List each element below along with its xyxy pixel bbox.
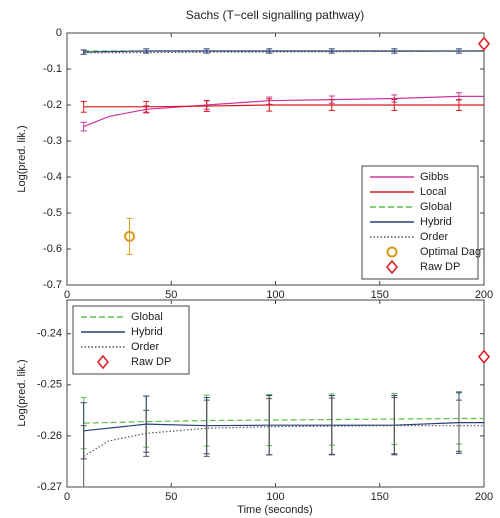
y-tick-label: -0.27 [37, 481, 62, 493]
x-tick-label: 0 [64, 289, 70, 301]
legend-label: Local [420, 186, 446, 198]
legend-label: Optimal Dag [420, 246, 481, 258]
y-tick-label: -0.5 [43, 207, 62, 219]
marker [124, 230, 136, 242]
x-axis-label: Time (seconds) [237, 504, 312, 516]
marker [96, 354, 110, 370]
y-tick-label: 0 [56, 27, 62, 39]
x-tick-label: 200 [475, 491, 493, 503]
x-tick-label: 0 [64, 491, 70, 503]
marker [477, 36, 491, 52]
series-line [83, 422, 484, 432]
y-tick-label: -0.7 [43, 279, 62, 291]
x-tick-label: 100 [266, 289, 284, 301]
legend-label: Global [131, 311, 163, 323]
series-line [83, 425, 484, 457]
legend-label: Hybrid [420, 216, 452, 228]
y-axis-label: Log(pred. lik.) [16, 359, 28, 426]
legend-label: Raw DP [420, 261, 460, 273]
marker [385, 259, 399, 275]
series-line [83, 104, 484, 108]
y-tick-label: -0.6 [43, 243, 62, 255]
x-tick-label: 150 [371, 289, 389, 301]
y-axis-label: Log(pred. lik.) [16, 125, 28, 192]
legend-label: Order [420, 231, 448, 243]
x-tick-label: 50 [165, 491, 177, 503]
y-tick-label: -0.2 [43, 99, 62, 111]
marker [386, 246, 398, 258]
y-tick-label: -0.24 [37, 328, 62, 340]
legend-label: Hybrid [131, 326, 163, 338]
y-tick-label: -0.3 [43, 135, 62, 147]
y-tick-label: -0.25 [37, 379, 62, 391]
y-tick-label: -0.1 [43, 63, 62, 75]
legend-label: Global [420, 201, 452, 213]
y-tick-label: -0.4 [43, 171, 62, 183]
series-line [83, 417, 484, 424]
chart-title: Sachs (T−cell signalling pathway) [186, 8, 364, 22]
marker [477, 349, 491, 364]
series-line [83, 50, 485, 54]
legend-label: Gibbs [420, 171, 449, 183]
x-tick-label: 100 [266, 491, 284, 503]
x-tick-label: 200 [475, 289, 493, 301]
legend-label: Raw DP [131, 356, 171, 368]
legend-label: Order [131, 341, 159, 353]
x-tick-label: 150 [371, 491, 389, 503]
x-tick-label: 50 [165, 289, 177, 301]
y-tick-label: -0.26 [37, 430, 62, 442]
